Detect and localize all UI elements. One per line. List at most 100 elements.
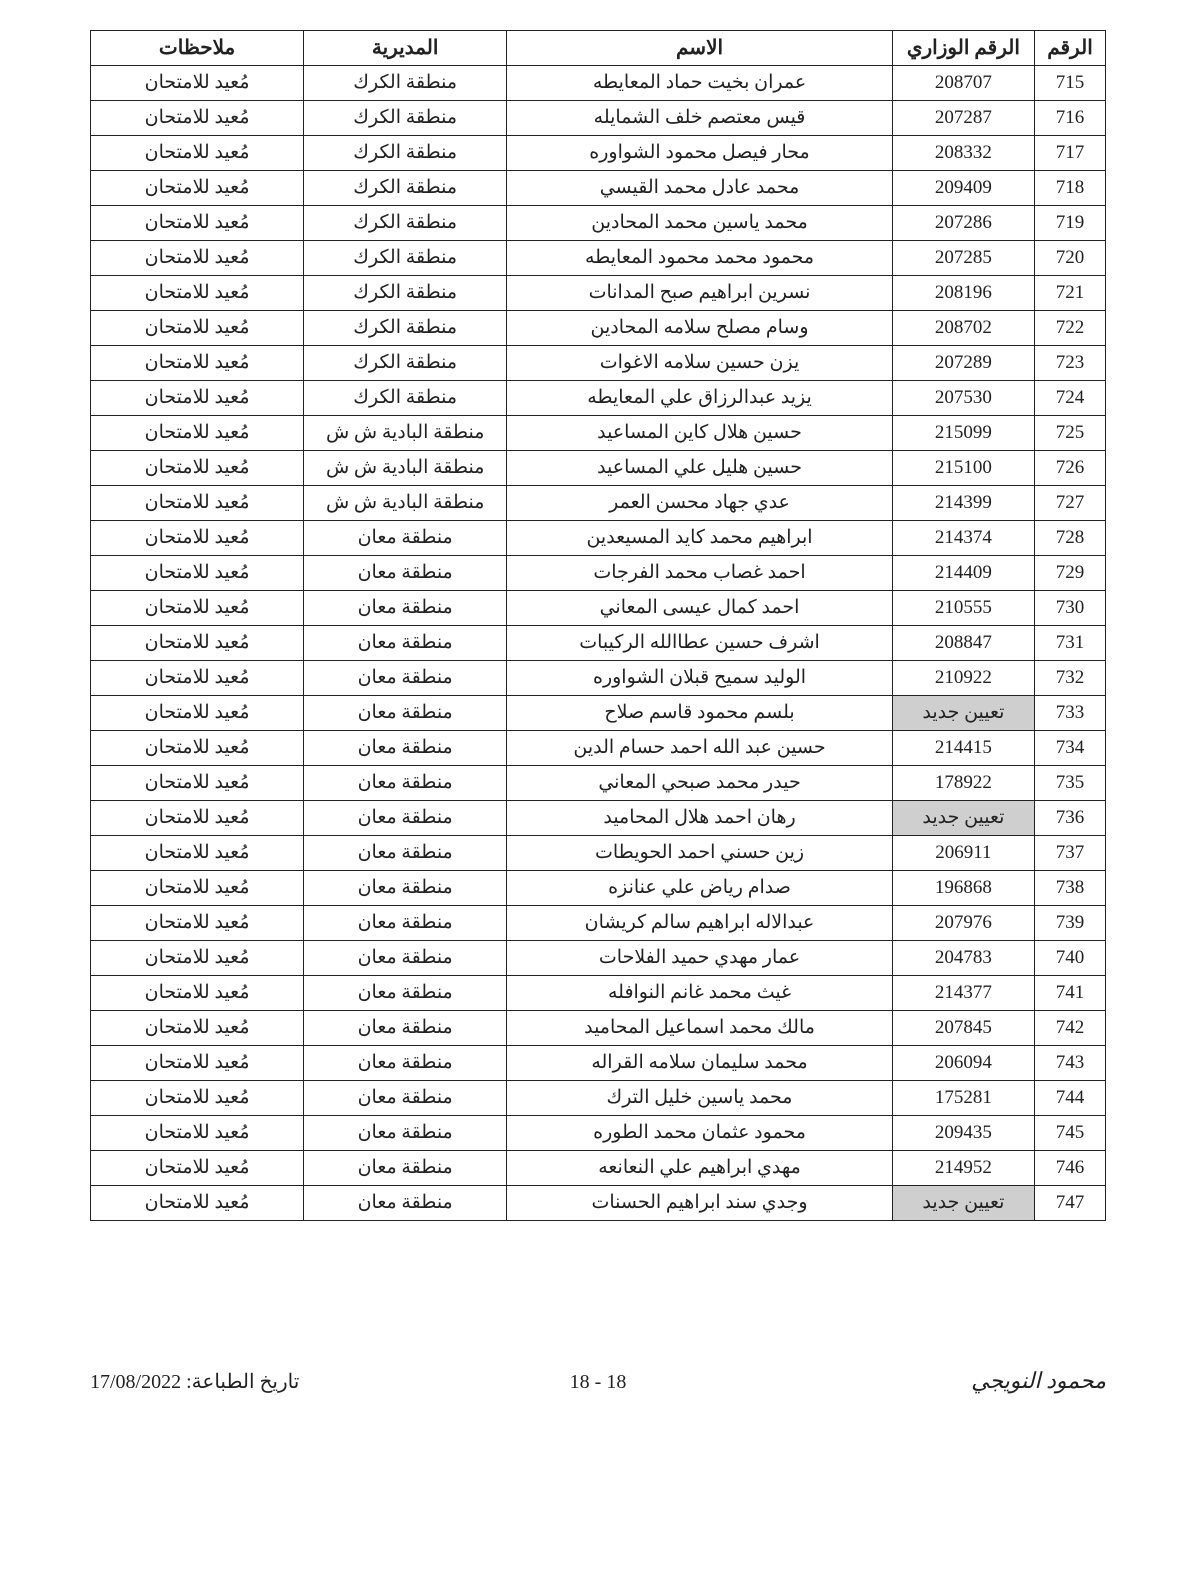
cell-dir: منطقة معان bbox=[304, 871, 507, 906]
cell-num: 732 bbox=[1034, 661, 1105, 696]
table-row: 717208332محار فيصل محمود الشواورهمنطقة ا… bbox=[91, 136, 1106, 171]
col-header-num: الرقم bbox=[1034, 31, 1105, 66]
cell-min: 209435 bbox=[892, 1116, 1034, 1151]
cell-notes: مُعيد للامتحان bbox=[91, 171, 304, 206]
table-row: 719207286محمد ياسين محمد المحادينمنطقة ا… bbox=[91, 206, 1106, 241]
cell-num: 728 bbox=[1034, 521, 1105, 556]
cell-num: 736 bbox=[1034, 801, 1105, 836]
cell-notes: مُعيد للامتحان bbox=[91, 556, 304, 591]
cell-dir: منطقة معان bbox=[304, 1116, 507, 1151]
cell-dir: منطقة معان bbox=[304, 801, 507, 836]
cell-name: احمد كمال عيسى المعاني bbox=[507, 591, 893, 626]
cell-name: زين حسني احمد الحويطات bbox=[507, 836, 893, 871]
cell-name: محمد سليمان سلامه القراله bbox=[507, 1046, 893, 1081]
page-number: 18 - 18 bbox=[570, 1371, 627, 1394]
cell-notes: مُعيد للامتحان bbox=[91, 801, 304, 836]
cell-dir: منطقة الكرك bbox=[304, 241, 507, 276]
cell-num: 718 bbox=[1034, 171, 1105, 206]
col-header-name: الاسم bbox=[507, 31, 893, 66]
cell-notes: مُعيد للامتحان bbox=[91, 731, 304, 766]
table-row: 716207287قيس معتصم خلف الشمايلهمنطقة الك… bbox=[91, 101, 1106, 136]
cell-dir: منطقة البادية ش ش bbox=[304, 451, 507, 486]
cell-num: 739 bbox=[1034, 906, 1105, 941]
cell-notes: مُعيد للامتحان bbox=[91, 136, 304, 171]
col-header-notes: ملاحظات bbox=[91, 31, 304, 66]
cell-min: 207287 bbox=[892, 101, 1034, 136]
cell-num: 729 bbox=[1034, 556, 1105, 591]
cell-notes: مُعيد للامتحان bbox=[91, 591, 304, 626]
table-row: 723207289يزن حسين سلامه الاغواتمنطقة الك… bbox=[91, 346, 1106, 381]
cell-notes: مُعيد للامتحان bbox=[91, 66, 304, 101]
cell-name: وسام مصلح سلامه المحادين bbox=[507, 311, 893, 346]
cell-num: 719 bbox=[1034, 206, 1105, 241]
cell-notes: مُعيد للامتحان bbox=[91, 486, 304, 521]
cell-name: احمد غصاب محمد الفرجات bbox=[507, 556, 893, 591]
cell-min: 208702 bbox=[892, 311, 1034, 346]
cell-num: 717 bbox=[1034, 136, 1105, 171]
table-row: 720207285محمود محمد محمود المعايطهمنطقة … bbox=[91, 241, 1106, 276]
cell-min: 208196 bbox=[892, 276, 1034, 311]
cell-num: 747 bbox=[1034, 1186, 1105, 1221]
print-date: تاريخ الطباعة: 17/08/2022 bbox=[90, 1369, 299, 1394]
cell-num: 730 bbox=[1034, 591, 1105, 626]
table-row: 739207976عبدالاله ابراهيم سالم كريشانمنط… bbox=[91, 906, 1106, 941]
cell-num: 723 bbox=[1034, 346, 1105, 381]
cell-num: 720 bbox=[1034, 241, 1105, 276]
cell-name: عدي جهاد محسن العمر bbox=[507, 486, 893, 521]
cell-name: قيس معتصم خلف الشمايله bbox=[507, 101, 893, 136]
cell-dir: منطقة معان bbox=[304, 976, 507, 1011]
cell-min: 210922 bbox=[892, 661, 1034, 696]
cell-notes: مُعيد للامتحان bbox=[91, 1116, 304, 1151]
cell-dir: منطقة معان bbox=[304, 556, 507, 591]
cell-notes: مُعيد للامتحان bbox=[91, 1186, 304, 1221]
page: الرقم الرقم الوزاري الاسم المديرية ملاحظ… bbox=[0, 0, 1196, 1584]
cell-name: محمد ياسين خليل الترك bbox=[507, 1081, 893, 1116]
table-row: 744175281محمد ياسين خليل التركمنطقة معان… bbox=[91, 1081, 1106, 1116]
table-header-row: الرقم الرقم الوزاري الاسم المديرية ملاحظ… bbox=[91, 31, 1106, 66]
cell-num: 727 bbox=[1034, 486, 1105, 521]
cell-name: يزيد عبدالرزاق علي المعايطه bbox=[507, 381, 893, 416]
cell-min: 215100 bbox=[892, 451, 1034, 486]
cell-dir: منطقة الكرك bbox=[304, 276, 507, 311]
cell-name: عمران بخيت حماد المعايطه bbox=[507, 66, 893, 101]
cell-num: 724 bbox=[1034, 381, 1105, 416]
table-row: 746214952مهدي ابراهيم علي النعانعهمنطقة … bbox=[91, 1151, 1106, 1186]
cell-dir: منطقة معان bbox=[304, 626, 507, 661]
cell-min: تعيين جديد bbox=[892, 1186, 1034, 1221]
cell-name: مهدي ابراهيم علي النعانعه bbox=[507, 1151, 893, 1186]
table-row: 738196868صدام رياض علي عنانزهمنطقة معانم… bbox=[91, 871, 1106, 906]
cell-min: 207286 bbox=[892, 206, 1034, 241]
table-row: 742207845مالك محمد اسماعيل المحاميدمنطقة… bbox=[91, 1011, 1106, 1046]
cell-min: 206094 bbox=[892, 1046, 1034, 1081]
cell-dir: منطقة الكرك bbox=[304, 66, 507, 101]
cell-min: 214952 bbox=[892, 1151, 1034, 1186]
cell-notes: مُعيد للامتحان bbox=[91, 1011, 304, 1046]
table-body: 715208707عمران بخيت حماد المعايطهمنطقة ا… bbox=[91, 66, 1106, 1221]
cell-num: 733 bbox=[1034, 696, 1105, 731]
table-row: 730210555احمد كمال عيسى المعانيمنطقة معا… bbox=[91, 591, 1106, 626]
cell-min: 214409 bbox=[892, 556, 1034, 591]
cell-dir: منطقة معان bbox=[304, 1186, 507, 1221]
table-row: 722208702وسام مصلح سلامه المحادينمنطقة ا… bbox=[91, 311, 1106, 346]
cell-notes: مُعيد للامتحان bbox=[91, 871, 304, 906]
cell-dir: منطقة معان bbox=[304, 941, 507, 976]
cell-num: 731 bbox=[1034, 626, 1105, 661]
table-row: 732210922الوليد سميح قبلان الشواورهمنطقة… bbox=[91, 661, 1106, 696]
table-row: 721208196نسرين ابراهيم صبح المداناتمنطقة… bbox=[91, 276, 1106, 311]
table-row: 747تعيين جديدوجدي سند ابراهيم الحسناتمنط… bbox=[91, 1186, 1106, 1221]
cell-name: نسرين ابراهيم صبح المدانات bbox=[507, 276, 893, 311]
table-header: الرقم الرقم الوزاري الاسم المديرية ملاحظ… bbox=[91, 31, 1106, 66]
print-date-value: 17/08/2022 bbox=[90, 1371, 181, 1393]
table-row: 728214374ابراهيم محمد كايد المسيعدينمنطق… bbox=[91, 521, 1106, 556]
cell-num: 715 bbox=[1034, 66, 1105, 101]
cell-notes: مُعيد للامتحان bbox=[91, 941, 304, 976]
table-row: 745209435محمود عثمان محمد الطورهمنطقة مع… bbox=[91, 1116, 1106, 1151]
cell-min: 175281 bbox=[892, 1081, 1034, 1116]
table-row: 737206911زين حسني احمد الحويطاتمنطقة معا… bbox=[91, 836, 1106, 871]
cell-dir: منطقة الكرك bbox=[304, 101, 507, 136]
table-row: 733تعيين جديدبلسم محمود قاسم صلاحمنطقة م… bbox=[91, 696, 1106, 731]
cell-num: 725 bbox=[1034, 416, 1105, 451]
cell-notes: مُعيد للامتحان bbox=[91, 696, 304, 731]
cell-dir: منطقة معان bbox=[304, 906, 507, 941]
cell-name: محمد ياسين محمد المحادين bbox=[507, 206, 893, 241]
